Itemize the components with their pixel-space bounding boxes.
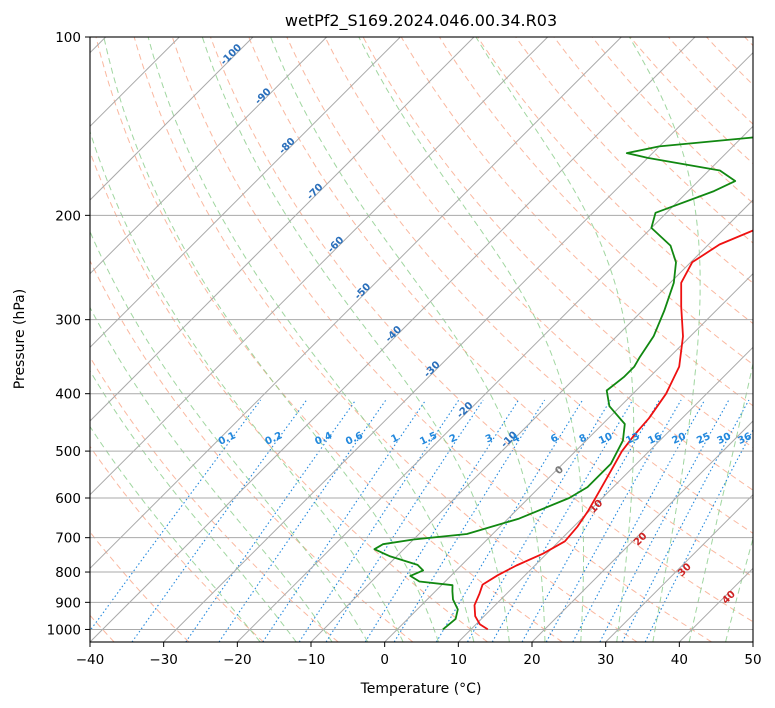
y-tick-label: 900 xyxy=(55,595,81,611)
mixing-ratio-label: 4 xyxy=(510,433,521,446)
dry-adiabat xyxy=(591,37,753,204)
y-tick-label: 400 xyxy=(55,387,81,403)
isotherm-gridline xyxy=(90,37,254,201)
isotherm-gridline xyxy=(90,37,622,570)
mixing-ratio-label: 20 xyxy=(671,431,688,447)
mixing-ratio-label: 8 xyxy=(578,433,589,446)
isotherm-gridline xyxy=(457,346,753,642)
y-tick-label: 200 xyxy=(55,208,81,224)
moist-adiabat xyxy=(90,425,261,642)
mixing-ratio-label: 2 xyxy=(448,433,459,446)
x-axis: −40 −30 −20 −10 0 10 20 30 40 50 xyxy=(76,642,762,668)
mixing-ratio-line xyxy=(298,399,460,642)
x-tick-label: 0 xyxy=(380,652,389,668)
mixing-ratio-label: 36 xyxy=(736,431,753,447)
dry-adiabat xyxy=(171,37,712,642)
y-tick-label: 600 xyxy=(55,491,81,507)
isotherm-gridline xyxy=(310,199,753,642)
mixing-ratio-label: 1 xyxy=(390,433,401,446)
x-tick-label: 40 xyxy=(671,652,688,668)
x-tick-label: 50 xyxy=(744,652,761,668)
isotherm-gridline xyxy=(605,493,753,642)
isotherm-gridline xyxy=(90,37,549,496)
plot-background-lines xyxy=(90,37,753,642)
moist-adiabat xyxy=(475,37,635,642)
y-tick-label: 100 xyxy=(55,30,81,46)
y-tick-label: 700 xyxy=(55,531,81,547)
dewpoint-line xyxy=(373,136,753,631)
y-tick-label: 300 xyxy=(55,313,81,329)
mixing-ratio-line xyxy=(572,399,706,642)
mixing-ratio-line xyxy=(491,399,634,642)
y-axis: 100 200 300 400 500 600 700 800 900 1000 xyxy=(47,30,90,638)
dry-adiabat xyxy=(90,259,414,642)
x-axis-label: Temperature (°C) xyxy=(360,681,482,697)
mixing-ratio-label: 13 xyxy=(624,431,641,447)
moist-adiabat xyxy=(90,230,369,642)
moist-adiabat xyxy=(90,369,297,642)
mixing-ratio-line xyxy=(218,399,387,642)
mixing-ratio-line xyxy=(599,399,730,642)
y-axis-label: Pressure (hPa) xyxy=(12,289,28,389)
mixing-ratio-line xyxy=(621,399,750,642)
dry-adiabat xyxy=(324,37,753,491)
mixing-ratio-label: 3 xyxy=(484,433,495,446)
isotherm-gridline xyxy=(90,37,328,275)
y-tick-label: 500 xyxy=(55,444,81,460)
x-tick-label: −20 xyxy=(223,652,252,668)
moist-adiabat xyxy=(270,37,546,642)
dry-adiabat xyxy=(210,37,753,623)
mixing-ratio-label: 6 xyxy=(549,433,560,446)
dry-adiabat xyxy=(90,445,264,642)
mixing-ratio-line xyxy=(262,399,427,642)
moist-adiabat xyxy=(90,129,404,642)
moist-adiabat xyxy=(201,37,510,642)
isotherm-gridline xyxy=(90,37,475,422)
moist-adiabat xyxy=(628,37,701,642)
dry-adiabat xyxy=(400,37,753,407)
isotherm-gridline xyxy=(90,37,696,642)
x-tick-label: 10 xyxy=(450,652,467,668)
x-tick-label: −10 xyxy=(297,652,326,668)
moist-adiabat xyxy=(147,37,475,642)
temperature-line xyxy=(473,229,753,631)
x-tick-label: 30 xyxy=(597,652,614,668)
chart-title: wetPf2_S169.2024.046.00.34.R03 xyxy=(285,11,557,31)
x-tick-label: −30 xyxy=(149,652,178,668)
isotherm-gridline xyxy=(163,51,753,642)
isotherm-gridline xyxy=(90,37,401,349)
dry-adiabat xyxy=(629,37,753,165)
dry-adiabat xyxy=(95,37,563,642)
profile-lines xyxy=(373,136,753,631)
mixing-ratio-label: 10 xyxy=(597,431,614,447)
mixing-ratio-label: 30 xyxy=(716,431,733,447)
dry-adiabat xyxy=(133,37,638,642)
dry-adiabat xyxy=(248,37,753,578)
mixing-ratio-label: 16 xyxy=(646,431,663,447)
mixing-ratio-label: 25 xyxy=(695,431,712,447)
dry-adiabat xyxy=(515,37,753,284)
plot-frame xyxy=(89,36,754,643)
x-tick-label: −40 xyxy=(76,652,105,668)
moist-adiabat xyxy=(90,306,333,642)
moist-adiabat xyxy=(688,361,753,642)
mixing-ratio-line xyxy=(393,399,546,642)
y-tick-label: 800 xyxy=(55,565,81,581)
y-tick-label: 1000 xyxy=(47,622,81,638)
x-tick-label: 20 xyxy=(523,652,540,668)
dry-adiabat xyxy=(477,37,753,325)
mixing-ratio-line xyxy=(644,428,753,642)
mixing-ratio-line xyxy=(131,399,308,642)
isotherm-gridline xyxy=(384,272,753,642)
mixing-ratio-line xyxy=(185,399,357,642)
mixing-ratio-line xyxy=(325,399,484,642)
isotherm-gridline xyxy=(531,420,753,642)
